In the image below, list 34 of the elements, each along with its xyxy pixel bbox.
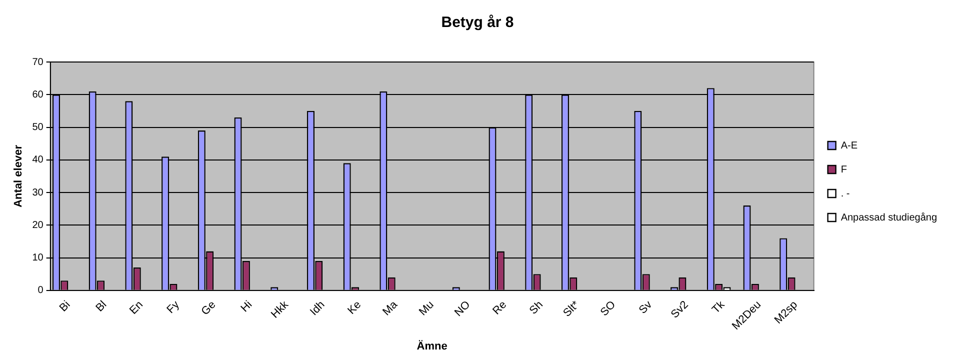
y-tick-label: 20 <box>32 220 44 231</box>
y-tick-label: 40 <box>32 154 44 166</box>
x-tick-label: Idh <box>308 298 328 318</box>
legend-label: . - <box>840 188 850 200</box>
x-tick-label: Bl <box>94 298 110 314</box>
x-tick-label: Slt* <box>561 298 582 320</box>
x-tick-label: Mu <box>417 298 436 318</box>
x-tick-label: SO <box>598 298 618 319</box>
legend-label: Anpassad studiegång <box>840 211 937 224</box>
x-tick-label: Bi <box>57 298 73 314</box>
x-tick-label: Re <box>490 298 510 318</box>
y-axis-title: Antal elever <box>12 144 25 208</box>
x-tick-label: Sv2 <box>668 298 691 321</box>
x-tick-label: Ma <box>380 298 401 318</box>
y-tick-label: 50 <box>32 122 44 134</box>
x-axis-title: Ämne <box>416 339 448 352</box>
x-tick-label: En <box>127 298 146 317</box>
y-tick-label: 60 <box>32 89 44 100</box>
x-tick-label: NO <box>452 298 474 319</box>
x-tick-label: Hi <box>238 298 255 315</box>
y-tick-label: 70 <box>32 56 44 68</box>
x-tick-label: Sv <box>636 298 655 316</box>
x-tick-label: Ge <box>199 298 218 318</box>
legend-label: A-E <box>840 140 858 152</box>
chart-title: Betyg år 8 <box>441 14 514 32</box>
x-tick-label: Sh <box>527 298 546 317</box>
x-tick-label: Ke <box>346 298 364 317</box>
y-tick-label: 30 <box>32 187 44 198</box>
y-tick-label: 10 <box>32 252 44 264</box>
x-tick-label: Tk <box>710 298 728 316</box>
y-tick-label: 0 <box>38 285 44 296</box>
x-tick-label: Fy <box>164 298 182 316</box>
legend-label: F <box>840 164 847 176</box>
x-tick-label: Hkk <box>269 298 292 321</box>
